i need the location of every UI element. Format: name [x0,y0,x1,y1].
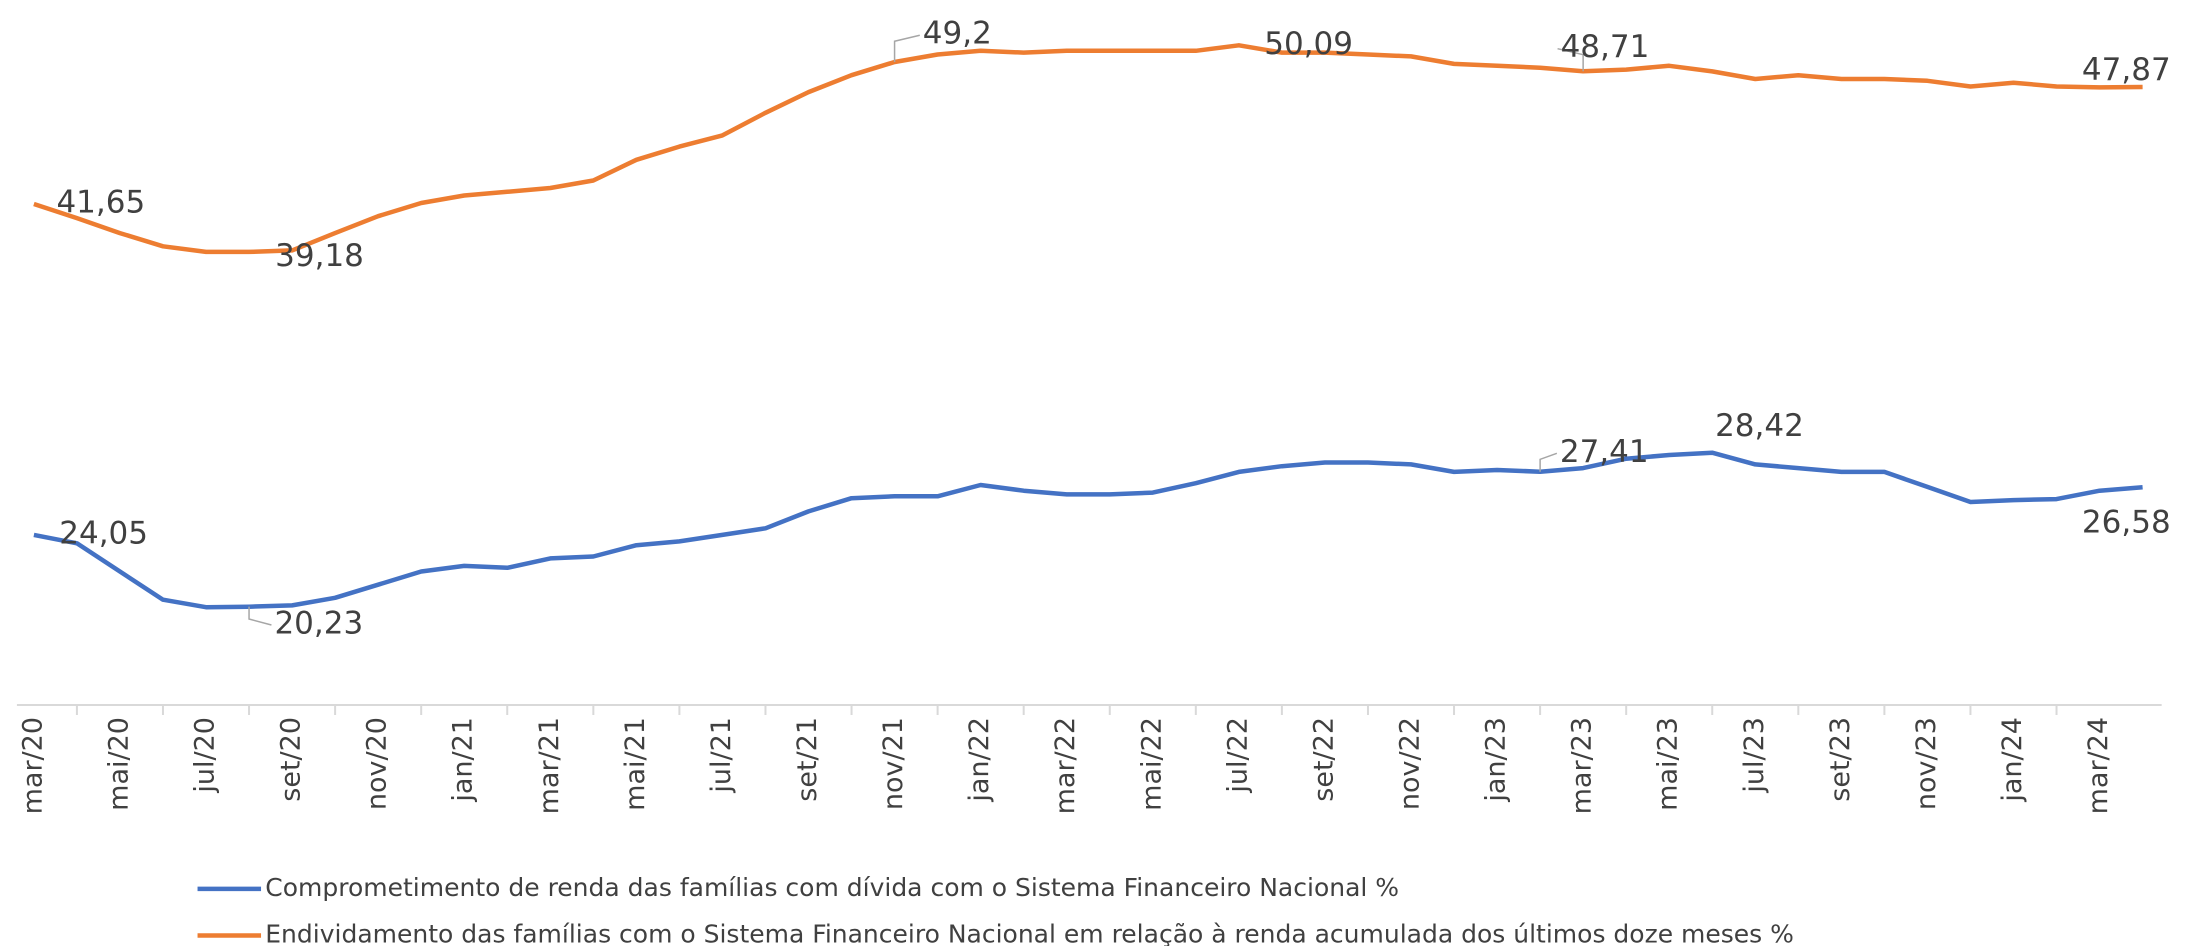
x-tick-label: mai/20 [103,717,134,811]
x-tick-label: mar/22 [1050,717,1081,814]
legend-label: Comprometimento de renda das famílias co… [265,873,1399,902]
x-tick-label: mar/20 [17,717,48,814]
x-tick-label: set/21 [792,717,823,802]
x-tick-label: jan/24 [1997,717,2028,803]
x-tick-label: mai/22 [1136,717,1167,811]
data-label: 26,58 [2082,504,2171,540]
x-tick-label: jan/22 [964,717,995,803]
x-tick-label: set/23 [1825,717,1856,802]
x-tick-label: jul/20 [190,717,221,794]
x-tick-label: mar/24 [2083,717,2114,814]
x-tick-label: mar/23 [1567,717,1598,814]
x-tick-label: nov/20 [362,717,393,810]
data-label: 50,09 [1264,26,1353,62]
data-label: 39,18 [275,238,364,274]
data-label: 20,23 [274,606,363,642]
label-leader [1539,452,1558,472]
x-tick-label: set/22 [1308,717,1339,802]
label-leader [1557,47,1584,72]
legend-label: Endividamento das famílias com o Sistema… [265,919,1794,946]
series-line [33,450,2143,610]
data-label: 24,05 [59,515,148,551]
data-label: 41,65 [56,184,145,220]
x-tick-label: jan/23 [1481,717,1512,803]
data-label: 49,2 [923,16,992,52]
x-tick-label: jul/22 [1222,717,1253,794]
data-label: 27,41 [1560,434,1649,470]
x-tick-label: jan/21 [448,717,479,803]
series-line [33,43,2143,255]
data-label: 28,42 [1715,408,1804,444]
x-tick-label: mai/21 [620,717,651,811]
data-label: 47,87 [2082,52,2171,88]
x-tick-label: mai/23 [1653,717,1684,811]
x-tick-label: nov/23 [1911,717,1942,810]
x-tick-label: mar/21 [534,717,565,814]
x-tick-label: nov/22 [1395,717,1426,810]
data-label: 48,71 [1561,29,1650,65]
label-leader [248,606,272,626]
x-tick-label: jul/23 [1739,717,1770,794]
x-tick-label: nov/21 [878,717,909,810]
label-leader [893,34,920,63]
x-tick-label: set/20 [276,717,307,802]
x-tick-label: jul/21 [706,717,737,794]
